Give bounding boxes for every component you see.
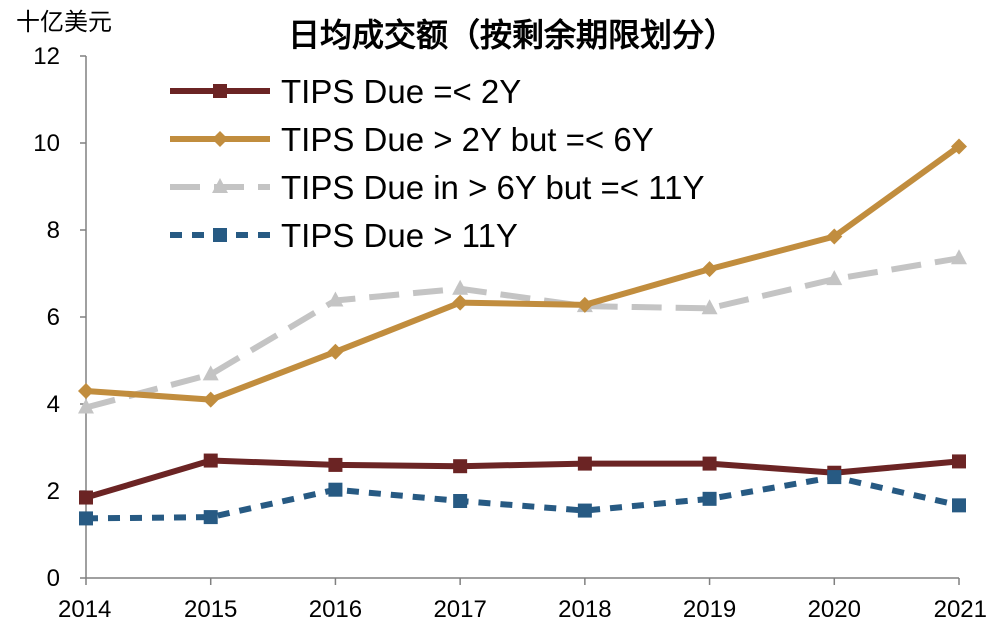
data-point <box>701 261 718 278</box>
data-point <box>952 454 966 469</box>
data-point <box>702 491 717 506</box>
legend-item: TIPS Due in > 6Y but =< 11Y <box>170 169 704 206</box>
data-point <box>701 299 718 315</box>
y-tick-label: 8 <box>47 217 60 244</box>
data-point <box>78 382 94 399</box>
series-3 <box>78 249 967 414</box>
legend-swatch-marker <box>212 178 228 193</box>
x-tick-label: 2021 <box>934 596 987 623</box>
x-tick-label: 2015 <box>184 596 237 623</box>
x-tick-label: 2018 <box>558 596 611 623</box>
data-point <box>951 249 967 265</box>
y-tick-label: 10 <box>33 130 60 157</box>
series-line <box>85 144 961 403</box>
axes: 0 2 4 6 8 10 12 2014 2015 2016 2017 2018 2019 2020 202… <box>33 43 987 623</box>
legend-swatch-marker <box>213 84 227 98</box>
y-tick-label: 6 <box>47 304 60 331</box>
series-4 <box>79 470 966 526</box>
series-line <box>85 474 960 522</box>
legend-label: TIPS Due =< 2Y <box>281 73 521 110</box>
data-point <box>203 453 218 468</box>
series-line <box>85 255 960 411</box>
y-tick-label: 12 <box>33 43 60 70</box>
x-tick-label: 2016 <box>309 596 362 623</box>
legend-item: TIPS Due > 2Y but =< 6Y <box>170 121 654 158</box>
data-point <box>702 456 717 471</box>
series-2 <box>78 138 967 408</box>
series-layer <box>78 138 967 526</box>
legend-label: TIPS Due > 11Y <box>281 217 518 254</box>
data-point <box>453 459 468 474</box>
legend-label: TIPS Due in > 6Y but =< 11Y <box>281 169 704 206</box>
data-point <box>952 498 966 513</box>
x-tick-label: 2017 <box>433 596 486 623</box>
data-point <box>452 294 469 311</box>
legend-item: TIPS Due > 11Y <box>170 217 518 254</box>
x-tick-label: 2019 <box>683 596 736 623</box>
y-tick-label: 2 <box>47 478 60 505</box>
data-point <box>327 343 344 360</box>
x-tick-label: 2020 <box>808 596 861 623</box>
legend: TIPS Due =< 2Y TIPS Due > 2Y but =< 6Y TIP… <box>170 73 704 254</box>
data-point <box>453 494 468 509</box>
data-point <box>328 482 343 497</box>
series-line <box>85 457 960 501</box>
legend-label: TIPS Due > 2Y but =< 6Y <box>281 121 654 158</box>
data-point <box>328 457 343 472</box>
legend-swatch-marker <box>212 131 228 147</box>
data-point <box>577 456 592 471</box>
chart-title: 日均成交额（按剩余期限划分） <box>288 16 736 54</box>
data-point <box>79 490 93 505</box>
data-point <box>452 279 469 295</box>
x-tick-label: 2014 <box>58 596 111 623</box>
data-point <box>202 365 219 381</box>
data-point <box>826 270 843 286</box>
data-point <box>577 503 592 518</box>
series-1 <box>79 453 966 505</box>
data-point <box>203 510 218 525</box>
y-tick-label: 0 <box>47 565 60 592</box>
data-point <box>79 511 93 526</box>
data-point <box>827 470 842 485</box>
legend-swatch-marker <box>213 228 227 242</box>
y-tick-label: 4 <box>47 391 60 418</box>
data-point <box>951 138 967 155</box>
data-point <box>576 296 593 313</box>
data-point <box>202 391 219 408</box>
data-point <box>78 398 94 414</box>
y-axis-unit-label: 十亿美元 <box>16 8 112 36</box>
legend-item: TIPS Due =< 2Y <box>170 73 521 110</box>
data-point <box>327 291 344 307</box>
data-point <box>826 228 843 245</box>
